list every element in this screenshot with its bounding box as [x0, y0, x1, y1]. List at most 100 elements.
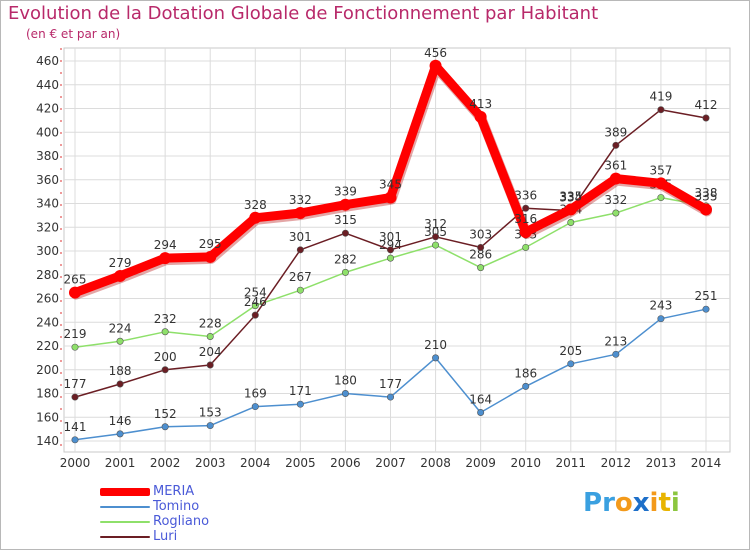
- data-point-meria: [294, 207, 307, 219]
- legend-item-rogliano: Rogliano: [100, 514, 260, 529]
- data-point-tomino: [612, 350, 620, 358]
- data-point-meria: [69, 286, 81, 299]
- data-label-tomino: 251: [695, 289, 718, 303]
- y-tick-label: 380: [36, 149, 59, 163]
- data-point-luri: [206, 361, 214, 369]
- data-label-tomino: 177: [379, 377, 402, 391]
- data-label-tomino: 180: [334, 374, 357, 388]
- data-label-meria: 361: [604, 159, 627, 173]
- data-point-tomino: [567, 360, 575, 368]
- data-point-meria: [249, 211, 262, 224]
- proxiti-logo: Proxiti: [583, 488, 680, 518]
- legend: MERIA Tomino Rogliano Luri: [100, 484, 260, 544]
- chart-title: Evolution de la Dotation Globale de Fonc…: [8, 3, 599, 24]
- data-point-tomino: [296, 400, 304, 408]
- y-tick-label: 260: [36, 292, 59, 306]
- logo-letter: r: [602, 488, 615, 518]
- data-point-luri: [71, 393, 79, 401]
- data-point-meria: [654, 177, 667, 190]
- data-label-rogliano: 267: [289, 270, 312, 284]
- data-label-tomino: 152: [154, 407, 177, 421]
- y-tick-label: 360: [36, 173, 59, 187]
- y-tick-label: 300: [36, 244, 59, 258]
- data-label-rogliano: 332: [604, 193, 627, 207]
- data-point-rogliano: [612, 209, 620, 217]
- legend-swatch: [100, 506, 150, 508]
- data-point-tomino: [341, 389, 349, 397]
- data-label-tomino: 153: [199, 406, 222, 420]
- data-point-rogliano: [251, 302, 259, 310]
- data-point-luri: [296, 246, 304, 254]
- legend-swatch: [100, 536, 150, 538]
- data-label-luri: 315: [334, 213, 357, 227]
- data-label-tomino: 146: [109, 414, 132, 428]
- data-point-tomino: [116, 430, 124, 438]
- data-label-luri: 200: [154, 350, 177, 364]
- x-tick-label: 2002: [150, 456, 181, 470]
- y-tick-label: 220: [36, 339, 59, 353]
- data-label-luri: 204: [199, 345, 222, 359]
- legend-label: Luri: [153, 529, 178, 544]
- x-tick-label: 2010: [510, 456, 541, 470]
- y-tick-label: 280: [36, 268, 59, 282]
- data-point-rogliano: [296, 286, 304, 294]
- legend-label: Tomino: [153, 499, 200, 514]
- plot-area: [63, 47, 731, 453]
- data-point-meria: [474, 110, 487, 123]
- data-label-luri: 419: [649, 90, 672, 104]
- data-point-luri: [432, 233, 440, 241]
- y-tick-label: 340: [36, 197, 59, 211]
- data-label-luri: 246: [244, 295, 267, 309]
- data-point-luri: [477, 243, 485, 251]
- y-tick-label: 320: [36, 220, 59, 234]
- data-label-rogliano: 232: [154, 312, 177, 326]
- data-point-rogliano: [522, 243, 530, 251]
- data-label-rogliano: 224: [109, 321, 132, 335]
- data-label-rogliano: 286: [469, 248, 492, 262]
- data-point-meria: [114, 269, 127, 282]
- data-label-meria: 265: [64, 273, 87, 287]
- data-point-meria: [429, 59, 442, 72]
- data-point-luri: [161, 366, 169, 374]
- data-point-meria: [519, 226, 532, 238]
- y-tick-label: 200: [36, 363, 59, 377]
- data-point-luri: [116, 380, 124, 388]
- data-point-rogliano: [477, 264, 485, 272]
- logo-letter: i: [670, 488, 680, 518]
- data-point-meria: [159, 252, 172, 265]
- data-label-rogliano: 219: [64, 327, 87, 341]
- data-point-rogliano: [567, 219, 575, 227]
- legend-item-meria: MERIA: [100, 484, 260, 499]
- data-label-meria: 295: [199, 237, 222, 251]
- legend-swatch: [100, 521, 150, 523]
- y-tick-label: 240: [36, 315, 59, 329]
- data-point-tomino: [71, 436, 79, 444]
- data-label-tomino: 171: [289, 384, 312, 398]
- data-point-luri: [386, 246, 394, 254]
- y-tick-label: 180: [36, 387, 59, 401]
- legend-label: Rogliano: [153, 514, 210, 529]
- data-label-luri: 312: [424, 217, 447, 231]
- legend-item-tomino: Tomino: [100, 499, 260, 514]
- data-point-meria: [564, 203, 577, 216]
- x-tick-label: 2006: [330, 456, 361, 470]
- y-tick-label: 460: [36, 54, 59, 68]
- logo-letter: t: [658, 488, 671, 518]
- data-label-luri: 389: [604, 125, 627, 139]
- y-tick-label: 400: [36, 125, 59, 139]
- x-tick-label: 2011: [556, 456, 587, 470]
- logo-letter: P: [583, 488, 603, 518]
- data-label-luri: 188: [109, 364, 132, 378]
- data-point-meria: [204, 250, 217, 263]
- x-tick-label: 2004: [240, 456, 271, 470]
- data-label-meria: 413: [469, 97, 492, 111]
- data-point-tomino: [161, 423, 169, 431]
- data-label-meria: 335: [695, 189, 718, 203]
- x-tick-label: 2001: [105, 456, 136, 470]
- x-tick-label: 2005: [285, 456, 316, 470]
- y-tick-label: 440: [36, 78, 59, 92]
- data-point-luri: [341, 229, 349, 237]
- data-label-rogliano: 228: [199, 317, 222, 331]
- data-point-luri: [702, 114, 710, 122]
